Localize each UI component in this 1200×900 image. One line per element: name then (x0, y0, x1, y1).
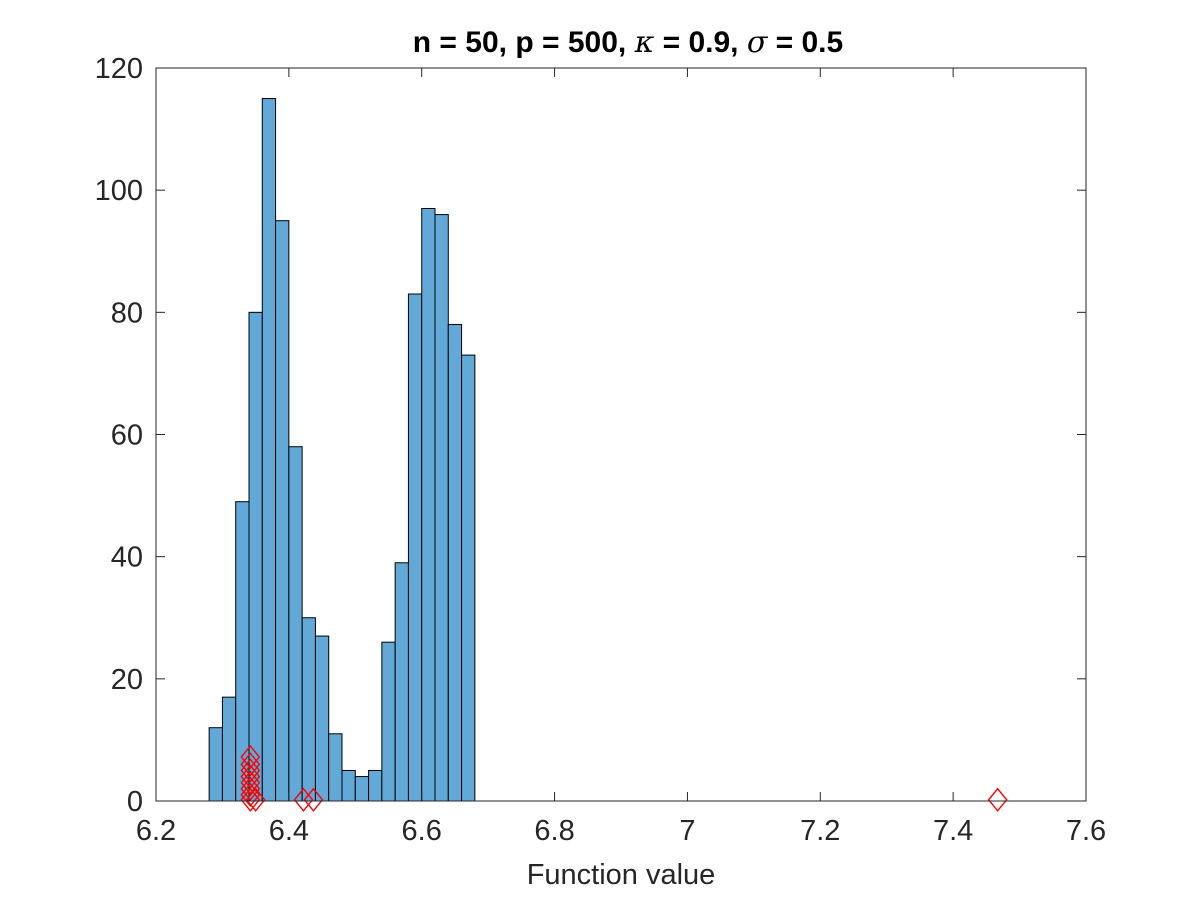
title-text-segment: = 0.9, (654, 26, 747, 59)
diamond-marker (240, 758, 261, 783)
histogram-bar (394, 562, 409, 802)
x-tick-label: 6.2 (136, 815, 176, 847)
histogram-bar (381, 641, 396, 802)
y-tick-labels: 0 20 40 60 80 100 120 (95, 53, 143, 818)
markers-layer (240, 744, 1008, 812)
y-tick-label: 100 (95, 175, 143, 207)
histogram-bar (421, 207, 436, 802)
histogram-bar (341, 769, 356, 802)
x-tick-label: 6.8 (534, 815, 574, 847)
y-tick-label: 40 (111, 542, 143, 574)
y-tick-label: 20 (111, 664, 143, 696)
histogram-bar (261, 98, 277, 802)
histogram-bar (368, 769, 383, 802)
histogram-bar (407, 293, 423, 802)
x-tick-label: 6.4 (269, 815, 309, 847)
diamond-marker (245, 787, 266, 812)
title-greek-symbol: σ (747, 25, 769, 60)
histogram-bar (221, 696, 237, 802)
diamond-marker (240, 782, 261, 807)
chart-title: n = 50, p = 500, κ = 0.9, σ = 0.5 (413, 25, 843, 60)
bars-layer (208, 98, 476, 802)
histogram-bar (288, 446, 303, 802)
histogram-bar (354, 776, 370, 802)
x-tick-label: 6.6 (402, 815, 442, 847)
histogram-bar (314, 635, 330, 802)
histogram-bar (447, 324, 463, 802)
y-tick-label: 120 (95, 53, 143, 85)
histogram-bar (434, 214, 449, 802)
diamond-marker (240, 744, 261, 770)
histogram-bar (328, 733, 343, 802)
diamond-marker (240, 787, 261, 812)
title-text-segment: = 0.5 (767, 26, 843, 59)
y-tick-label: 60 (111, 420, 143, 452)
title-greek-symbol: κ (634, 25, 655, 60)
ticks-layer (155, 67, 1087, 802)
title-text-segment: n = 50, p = 500, (413, 26, 635, 59)
x-tick-label: 7 (679, 815, 695, 847)
histogram-bar (275, 220, 290, 802)
diamond-marker (240, 752, 261, 777)
diamond-marker (240, 770, 261, 795)
histogram-bar (461, 354, 476, 802)
diamond-marker (240, 764, 261, 789)
diamond-marker (303, 787, 324, 812)
x-axis-label: Function value (527, 859, 716, 891)
x-tick-label: 7.2 (800, 815, 840, 847)
histogram-bar (208, 727, 223, 802)
x-tick-label: 7.4 (933, 815, 973, 847)
y-tick-label: 0 (127, 786, 143, 818)
x-tick-label: 7.6 (1066, 815, 1106, 847)
histogram-bar (248, 311, 263, 802)
diamond-marker (293, 787, 314, 812)
x-tick-labels: 6.2 6.4 6.6 6.8 7 7.2 7.4 7.6 (136, 815, 1106, 847)
diamond-marker (987, 787, 1008, 812)
y-tick-label: 80 (111, 297, 143, 329)
diamond-marker (240, 776, 261, 801)
histogram-bar (301, 617, 316, 802)
